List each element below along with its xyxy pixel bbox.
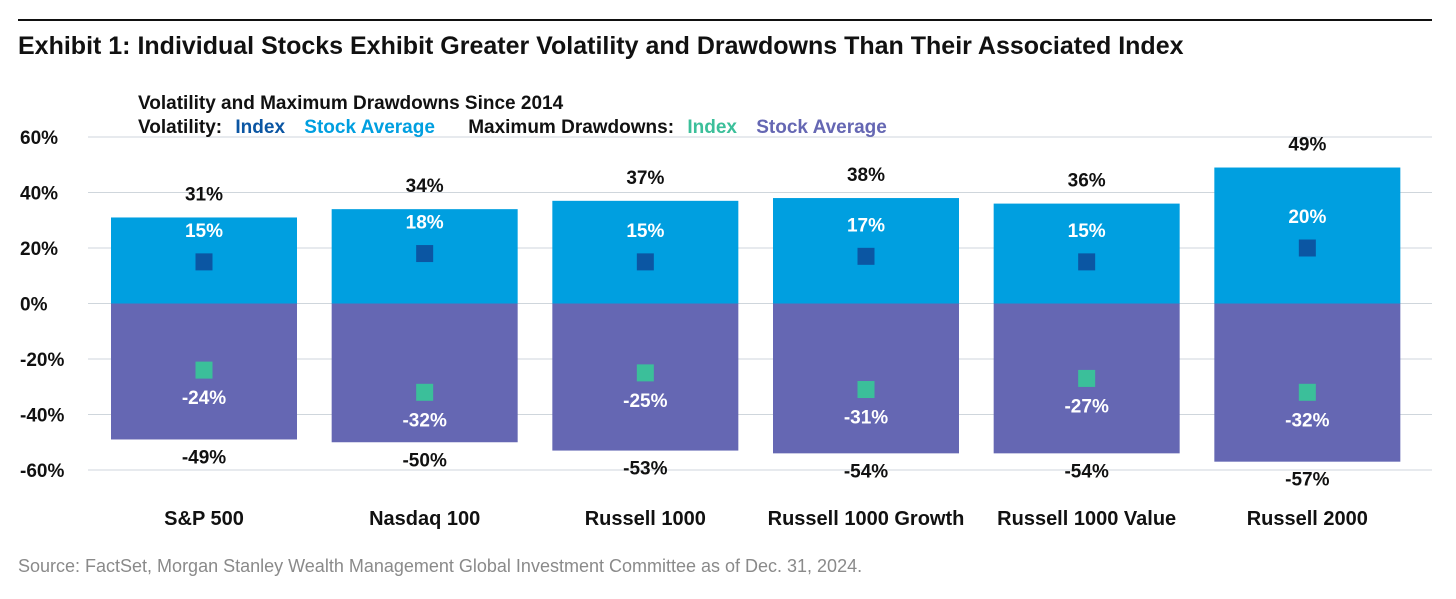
drawdown-index-label: -27% bbox=[1064, 396, 1108, 417]
source-note: Source: FactSet, Morgan Stanley Wealth M… bbox=[18, 556, 863, 576]
volatility-index-label: 18% bbox=[406, 213, 444, 234]
x-axis: S&P 500 Nasdaq 100 Russell 1000 Russell 100… bbox=[164, 508, 1368, 530]
drawdown-index-label: -24% bbox=[182, 388, 226, 409]
y-tick-label: 60% bbox=[20, 128, 58, 149]
grid-layer bbox=[88, 136, 1432, 471]
label-layer: 31% 15% -24% -49% 34% 18% -32% -50% 37% 15% -25% -5… bbox=[182, 135, 1330, 491]
page-title: Exhibit 1: Individual Stocks Exhibit Gre… bbox=[18, 32, 1184, 60]
volatility-stock-average-label: 31% bbox=[185, 184, 223, 205]
drawdown-stock-average-bar bbox=[773, 303, 959, 454]
volatility-index-marker bbox=[195, 253, 213, 271]
drawdown-index-marker bbox=[636, 364, 654, 382]
volatility-index-marker bbox=[1078, 253, 1096, 271]
volatility-index-label: 15% bbox=[626, 221, 664, 242]
y-tick-label: -20% bbox=[20, 350, 64, 371]
drawdown-stock-average-label: -49% bbox=[182, 447, 226, 468]
drawdown-index-label: -31% bbox=[844, 408, 888, 429]
volatility-stock-average-label: 37% bbox=[626, 168, 664, 189]
volatility-index-marker bbox=[857, 247, 875, 265]
drawdown-stock-average-label: -50% bbox=[402, 450, 446, 471]
legend-drawdown-label: Maximum Drawdowns: bbox=[468, 117, 674, 138]
category-label: Russell 2000 bbox=[1247, 508, 1368, 530]
category-label: S&P 500 bbox=[164, 508, 244, 530]
category-label: Nasdaq 100 bbox=[369, 508, 480, 530]
volatility-stock-average-bar bbox=[552, 200, 739, 304]
drawdown-index-marker bbox=[1078, 369, 1096, 387]
y-tick-label: -60% bbox=[20, 461, 64, 482]
legend-volatility-label: Volatility: bbox=[138, 117, 222, 138]
volatility-index-marker bbox=[636, 253, 654, 271]
legend-dd-index: Index bbox=[687, 117, 737, 138]
drawdown-stock-average-label: -54% bbox=[844, 461, 888, 482]
drawdown-index-marker bbox=[1298, 383, 1316, 401]
legend-volatility-row: Volatility: Index Stock Average Maximum … bbox=[138, 117, 887, 138]
volatility-index-marker bbox=[416, 245, 434, 263]
drawdown-stock-average-label: -57% bbox=[1285, 470, 1329, 491]
legend-vol-stock-average: Stock Average bbox=[304, 117, 435, 138]
volatility-index-label: 17% bbox=[847, 215, 885, 236]
drawdown-index-marker bbox=[857, 381, 875, 399]
legend-dd-stock-average: Stock Average bbox=[756, 117, 887, 138]
drawdown-stock-average-bar bbox=[331, 303, 518, 443]
volatility-stock-average-label: 38% bbox=[847, 165, 885, 186]
drawdown-index-label: -25% bbox=[623, 391, 667, 412]
volatility-stock-average-label: 34% bbox=[406, 176, 444, 197]
drawdown-index-marker bbox=[195, 361, 213, 379]
volatility-stock-average-label: 36% bbox=[1068, 171, 1106, 192]
top-rule bbox=[18, 19, 1432, 21]
chart-legend: Volatility and Maximum Drawdowns Since 2… bbox=[138, 93, 887, 138]
drawdown-stock-average-bar bbox=[1214, 303, 1401, 462]
volatility-index-label: 15% bbox=[185, 221, 223, 242]
bar-layer bbox=[111, 167, 1401, 462]
y-tick-label: 40% bbox=[20, 184, 58, 205]
volatility-index-label: 20% bbox=[1288, 207, 1326, 228]
legend-vol-index: Index bbox=[235, 117, 285, 138]
volatility-stock-average-bar bbox=[1214, 167, 1401, 304]
drawdown-index-label: -32% bbox=[1285, 410, 1329, 431]
category-label: Russell 1000 Growth bbox=[768, 508, 965, 530]
drawdown-index-label: -32% bbox=[402, 410, 446, 431]
y-tick-label: -40% bbox=[20, 406, 64, 427]
volatility-index-marker bbox=[1298, 239, 1316, 257]
legend-heading: Volatility and Maximum Drawdowns Since 2… bbox=[138, 93, 564, 114]
volatility-stock-average-label: 49% bbox=[1288, 135, 1326, 156]
volatility-drawdown-chart: 60% 40% 20% 0% -20% -40% -60% 31% 15% -24% -49% 34… bbox=[20, 93, 1432, 530]
category-label: Russell 1000 bbox=[585, 508, 706, 530]
drawdown-index-marker bbox=[416, 383, 434, 401]
volatility-index-label: 15% bbox=[1068, 221, 1106, 242]
drawdown-stock-average-label: -54% bbox=[1064, 461, 1108, 482]
category-label: Russell 1000 Value bbox=[997, 508, 1176, 530]
drawdown-stock-average-label: -53% bbox=[623, 459, 667, 480]
y-tick-label: 20% bbox=[20, 239, 58, 260]
y-axis: 60% 40% 20% 0% -20% -40% -60% bbox=[20, 128, 64, 482]
y-tick-label: 0% bbox=[20, 295, 48, 316]
